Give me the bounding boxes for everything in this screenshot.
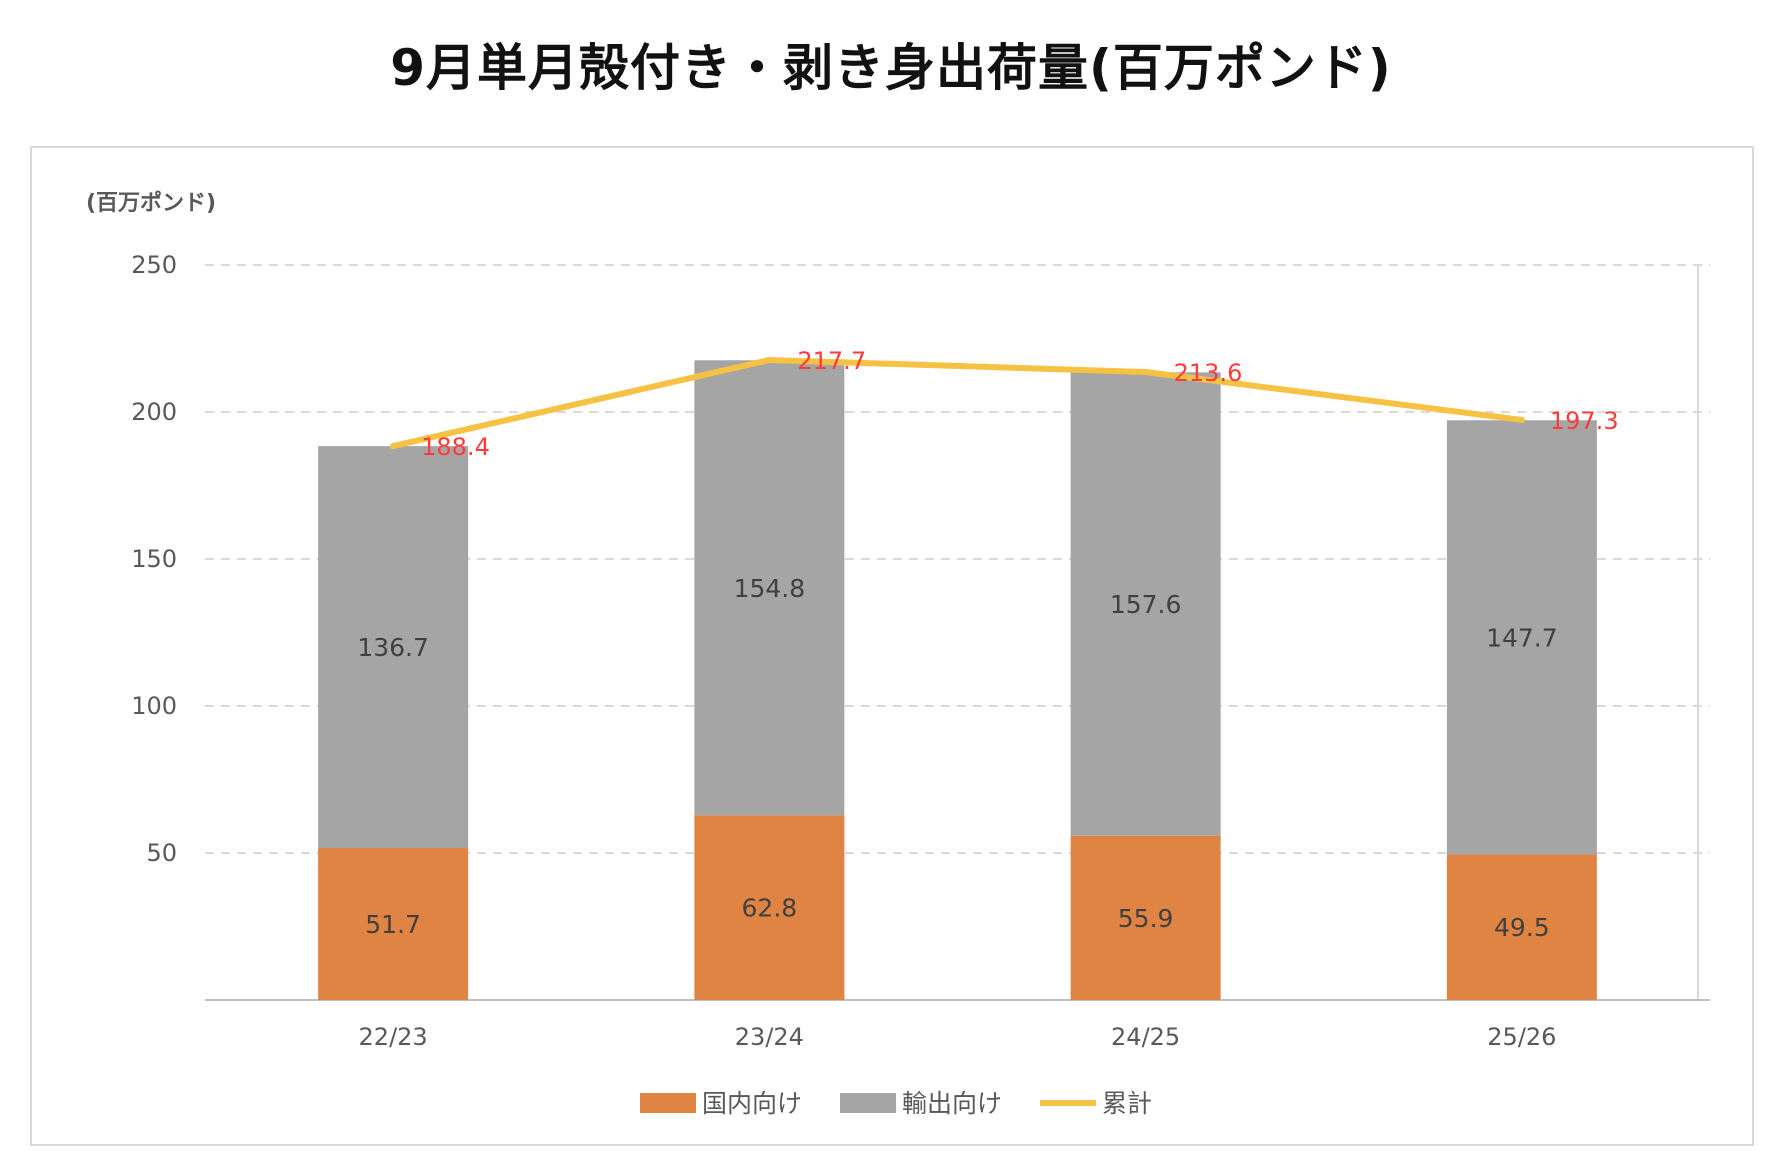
y-tick-label: 250 [131,251,177,279]
x-tick-label: 22/23 [359,1023,428,1051]
legend-swatch-export [840,1093,896,1113]
bar-domestic [694,815,845,1000]
total-point [1518,416,1525,423]
legend-label: 国内向け [702,1089,802,1118]
y-tick-label: 100 [131,692,177,720]
chart-frame [30,146,1754,1146]
bar-export [1446,420,1597,855]
bar-export [1070,372,1221,836]
bar-domestic [1070,835,1221,1000]
legend-label: 輸出向け [902,1089,1002,1118]
total-point [766,356,773,363]
legend-label: 累計 [1102,1089,1152,1118]
bar-export [318,446,469,849]
bar-export-label: 157.6 [1110,590,1182,619]
y-tick-label: 150 [131,545,177,573]
bar-export [694,360,845,816]
bar-domestic-label: 55.9 [1118,904,1174,933]
bar-export-label: 147.7 [1486,623,1558,652]
x-tick-label: 25/26 [1487,1023,1556,1051]
bar-domestic [318,848,469,1000]
y-tick-label: 50 [146,839,177,867]
page-title: 9月単月殻付き・剥き身出荷量(百万ポンド) [390,39,1392,97]
total-line [390,356,1525,450]
total-label: 188.4 [421,433,490,461]
bar-domestic-label: 49.5 [1494,913,1550,942]
total-label: 197.3 [1550,407,1619,435]
total-label: 213.6 [1174,359,1243,387]
bar-domestic-label: 51.7 [365,910,421,939]
x-tick-label: 24/25 [1111,1023,1180,1051]
total-label: 217.7 [797,347,866,375]
bar-export-label: 136.7 [357,633,429,662]
bar-export-label: 154.8 [734,574,806,603]
bar-domestic [1446,854,1597,1000]
legend-swatch-domestic [640,1093,696,1113]
bar-domestic-label: 62.8 [742,894,798,923]
total-point [1142,369,1149,376]
total-point [390,443,397,450]
y-axis-unit-label: (百万ポンド) [86,190,216,216]
y-tick-label: 200 [131,398,177,426]
x-tick-label: 23/24 [735,1023,804,1051]
